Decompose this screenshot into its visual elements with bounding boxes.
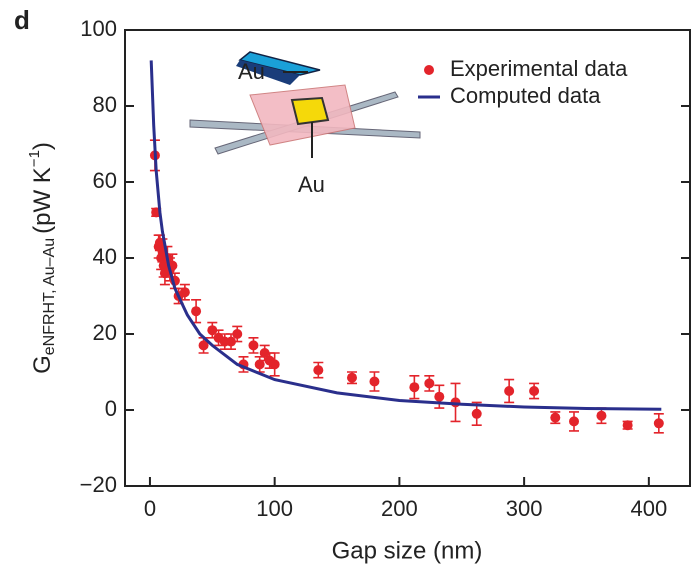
y-label-symbol: G — [29, 355, 56, 374]
x-tick-label: 400 — [630, 496, 667, 521]
y-label-subscript: eNFRHT, Au–Au — [41, 238, 58, 355]
x-axis-label: Gap size (nm) — [332, 537, 483, 564]
y-tick-label: 100 — [80, 16, 117, 41]
data-point — [232, 329, 243, 339]
data-point — [409, 382, 420, 393]
legend-marker — [424, 65, 434, 75]
data-point — [269, 359, 280, 370]
data-point — [504, 386, 515, 396]
data-point — [248, 340, 259, 351]
y-tick-label: 80 — [93, 92, 117, 117]
x-tick-label: 200 — [381, 496, 418, 521]
y-tick-label: 40 — [93, 244, 117, 269]
data-point — [550, 412, 561, 423]
x-tick-label: 300 — [506, 496, 543, 521]
legend-label: Experimental data — [450, 56, 628, 81]
panel-label: d — [14, 5, 30, 35]
x-tick-label: 0 — [144, 496, 156, 521]
data-point — [207, 325, 218, 336]
data-point — [179, 287, 190, 298]
data-point — [198, 340, 209, 351]
data-point — [569, 416, 580, 427]
data-point — [622, 420, 633, 431]
y-tick-label: −20 — [80, 472, 117, 497]
data-point — [471, 408, 482, 419]
data-point — [529, 386, 540, 396]
y-label-close: ) — [29, 142, 56, 150]
y-axis-label: GeNFRHT, Au–Au (pW K−1) — [26, 142, 58, 374]
data-point — [596, 410, 607, 421]
data-point — [191, 306, 202, 317]
data-point — [434, 391, 445, 402]
computed-line — [149, 60, 662, 411]
inset-label: Au — [298, 172, 325, 197]
inset-label: Au — [238, 59, 265, 84]
legend-label: Computed data — [450, 83, 601, 108]
y-label-exponent: −1 — [26, 150, 43, 167]
y-tick-label: 20 — [93, 320, 117, 345]
inset-device — [189, 51, 421, 158]
data-point — [226, 336, 237, 347]
y-tick-label: 60 — [93, 168, 117, 193]
data-point — [346, 372, 357, 383]
y-label-unit: (pW K — [29, 167, 56, 234]
data-point — [313, 365, 324, 376]
data-point — [653, 418, 664, 429]
y-tick-label: 0 — [105, 396, 117, 421]
data-point — [254, 359, 265, 370]
x-tick-label: 100 — [256, 496, 293, 521]
data-point — [424, 378, 435, 389]
data-point — [369, 376, 380, 387]
